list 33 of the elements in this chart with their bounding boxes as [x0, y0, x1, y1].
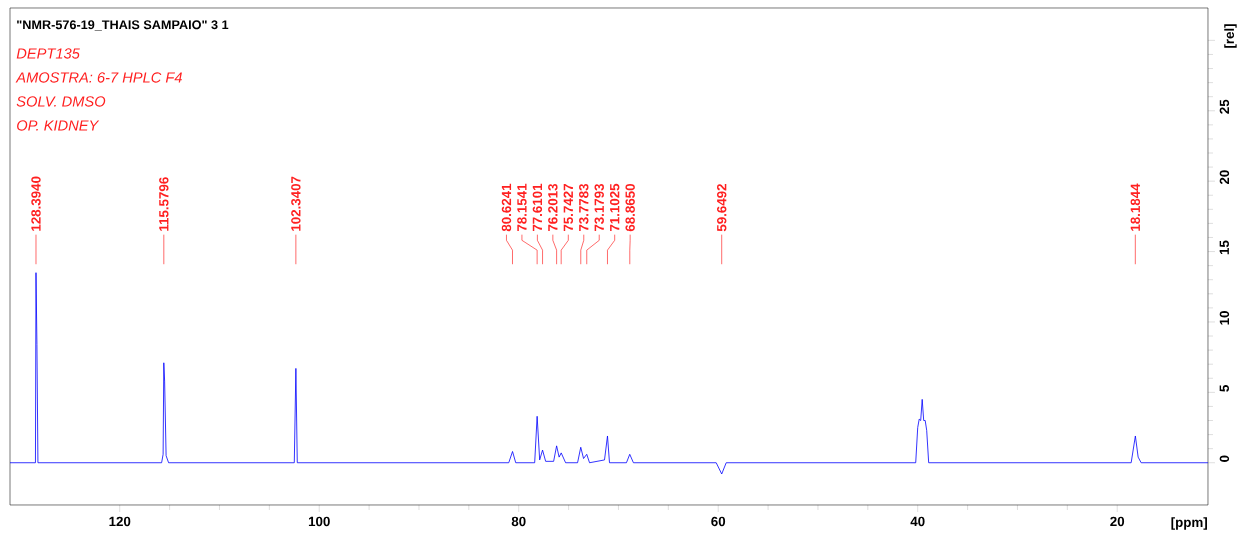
x-tick-label: 20	[1110, 516, 1125, 527]
annotation: 68.8650	[625, 184, 635, 232]
x-axis-title: [ppm]	[1171, 517, 1207, 530]
y-tick-label: 0	[1219, 455, 1230, 462]
y-tick-label: 20	[1219, 170, 1230, 185]
annotation: 102.3407	[291, 176, 301, 231]
annotation: 59.6492	[717, 184, 727, 232]
annotation: 115.5796	[159, 177, 169, 231]
annotation: 78.1541	[517, 183, 527, 232]
annotation: DEPT135	[16, 48, 80, 59]
y-tick-label: 25	[1219, 99, 1230, 114]
x-tick-label: 40	[910, 516, 925, 527]
annotation: AMOSTRA: 6-7 HPLC F4	[15, 72, 182, 83]
annotation: 128.3940	[31, 176, 41, 231]
y-tick-label: 15	[1219, 240, 1229, 255]
x-tick-label: 120	[109, 516, 131, 527]
y-tick-label: 5	[1219, 385, 1229, 392]
annotation: 76.2013	[548, 183, 558, 232]
x-tick-label: 60	[711, 516, 726, 527]
annotation: OP. KIDNEY	[17, 120, 100, 131]
annotation: 73.1793	[594, 183, 604, 232]
x-tick-label: 100	[308, 516, 330, 527]
annotation: 80.6241	[501, 183, 512, 232]
y-axis-title: [rel]	[1224, 24, 1237, 48]
annotation: 77.6101	[532, 183, 543, 232]
annotation: 71.1025	[609, 183, 620, 232]
annotation: 75.7427	[563, 184, 574, 232]
annotation: 18.1844	[1130, 183, 1141, 231]
annotation: SOLV. DMSO	[16, 96, 106, 107]
annotation: 73.7783	[579, 183, 589, 232]
y-tick-label: 10	[1219, 311, 1230, 325]
x-tick-label: 80	[511, 516, 526, 527]
text: "NMR-576-19_THAIS SAMPAIO" 3 1	[17, 20, 229, 31]
